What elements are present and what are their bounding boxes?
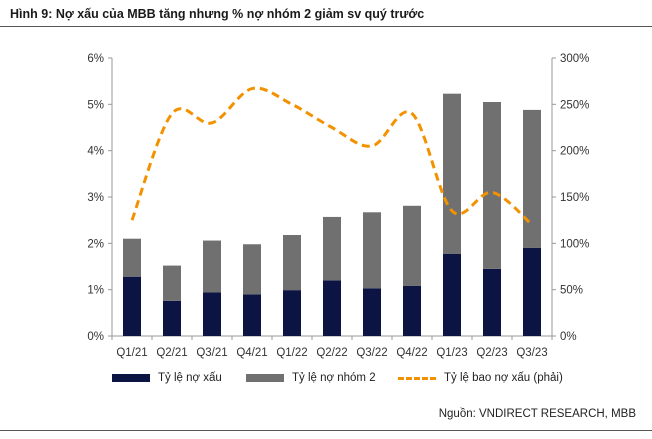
bar-bad-debt (523, 247, 541, 336)
y-left-tick-label: 5% (87, 99, 104, 111)
bar-group2-debt (283, 234, 301, 291)
bar-group2-debt (243, 244, 261, 295)
x-tick-label: Q2/22 (316, 347, 347, 359)
y-left-tick-label: 3% (87, 192, 104, 204)
legend-label-coverage: Tỷ lệ bao nợ xấu (phải) (444, 372, 563, 384)
x-tick-label: Q2/23 (476, 347, 507, 359)
bar-bad-debt (203, 292, 221, 336)
legend-swatch-group2-debt (246, 374, 284, 382)
y-left-tick-label: 0% (87, 331, 104, 343)
legend-label-group2-debt: Tỷ lệ nợ nhóm 2 (292, 372, 376, 384)
y-right-tick-label: 50% (560, 285, 583, 297)
x-tick-label: Q2/21 (156, 347, 187, 359)
x-tick-label: Q1/22 (276, 347, 307, 359)
bar-bad-debt (163, 300, 181, 336)
y-right-tick-label: 200% (560, 146, 589, 158)
y-right-tick-label: 100% (560, 238, 589, 250)
x-tick-label: Q1/23 (436, 347, 467, 359)
y-right-tick-label: 150% (560, 192, 589, 204)
legend-swatch-bad-debt (112, 374, 150, 382)
legend-item-coverage: Tỷ lệ bao nợ xấu (phải) (398, 372, 563, 384)
y-right-tick-label: 0% (560, 331, 577, 343)
legend-swatch-coverage (398, 376, 436, 380)
bar-bad-debt (283, 290, 301, 336)
bar-bad-debt (323, 280, 341, 336)
bar-group2-debt (403, 205, 421, 286)
x-tick-label: Q3/22 (356, 347, 387, 359)
bar-bad-debt (403, 285, 421, 336)
bar-group2-debt (123, 238, 141, 277)
bar-group2-debt (203, 240, 221, 293)
bar-bad-debt (483, 268, 501, 336)
top-divider (0, 26, 652, 27)
y-left-tick-label: 6% (87, 53, 104, 65)
x-tick-label: Q3/23 (516, 347, 547, 359)
bottom-divider (0, 430, 652, 431)
legend: Tỷ lệ nợ xấu Tỷ lệ nợ nhóm 2 Tỷ lệ bao n… (0, 372, 652, 392)
x-tick-label: Q4/21 (236, 347, 267, 359)
y-right-tick-label: 250% (560, 99, 589, 111)
line-coverage-ratio (130, 86, 533, 226)
source-note: Nguồn: VNDIRECT RESEARCH, MBB (438, 408, 636, 420)
bar-group2-debt (163, 265, 181, 301)
bar-bad-debt (363, 288, 381, 336)
x-tick-label: Q4/22 (396, 347, 427, 359)
bar-group2-debt (483, 102, 501, 269)
y-right-tick-label: 300% (560, 53, 589, 65)
bar-bad-debt (123, 276, 141, 336)
y-left-tick-label: 1% (87, 285, 104, 297)
bar-group2-debt (443, 93, 461, 254)
bar-group2-debt (363, 212, 381, 289)
y-left-tick-label: 2% (87, 238, 104, 250)
x-tick-label: Q3/21 (196, 347, 227, 359)
bar-group2-debt (523, 109, 541, 248)
bar-group2-debt (323, 216, 341, 281)
x-tick-label: Q1/21 (116, 347, 147, 359)
chart-title: Hình 9: Nợ xấu của MBB tăng nhưng % nợ n… (10, 7, 425, 21)
y-left-tick-label: 4% (87, 146, 104, 158)
legend-item-group2-debt: Tỷ lệ nợ nhóm 2 (246, 372, 376, 384)
bar-bad-debt (243, 294, 261, 336)
bar-bad-debt (443, 253, 461, 336)
legend-label-bad-debt: Tỷ lệ nợ xấu (158, 372, 222, 384)
legend-item-bad-debt: Tỷ lệ nợ xấu (112, 372, 222, 384)
